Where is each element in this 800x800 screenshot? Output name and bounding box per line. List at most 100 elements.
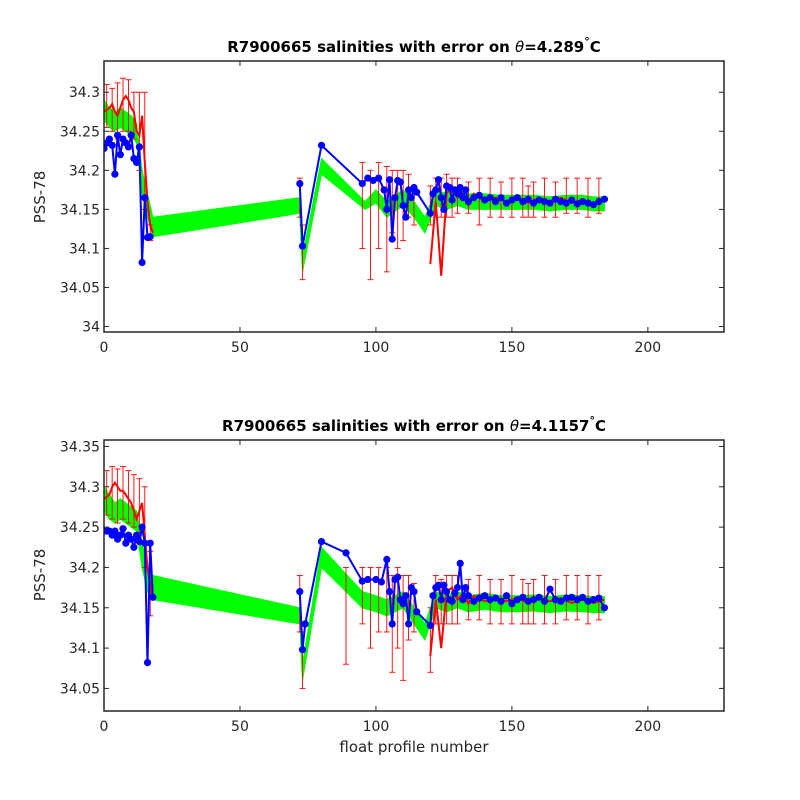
float-salinity-point-top (413, 188, 421, 196)
float-salinity-point-top (530, 199, 538, 207)
x-tick-label-top: 200 (634, 340, 661, 356)
float-salinity-point-bottom (475, 594, 483, 602)
float-salinity-point-bottom (426, 621, 434, 630)
float-salinity-point-bottom (138, 523, 146, 531)
float-salinity-point-bottom (383, 555, 391, 564)
y-axis-label-top: PSS-78 (31, 171, 49, 224)
float-salinity-point-top (462, 186, 470, 194)
float-salinity-point-top (584, 199, 592, 207)
y-tick-label-bottom: 34.3 (69, 480, 100, 496)
float-salinity-point-bottom (519, 593, 527, 601)
float-salinity-point-bottom (584, 597, 592, 605)
float-salinity-point-bottom (385, 588, 394, 596)
x-tick-label-top: 100 (363, 340, 390, 356)
float-salinity-point-top (104, 144, 108, 153)
float-salinity-point-bottom (402, 592, 410, 600)
y-tick-label-top: 34.15 (60, 202, 100, 218)
float-salinity-point-top (358, 180, 366, 188)
float-salinity-point-bottom (388, 620, 396, 628)
float-salinity-point-bottom (149, 593, 157, 601)
float-salinity-point-bottom (399, 600, 407, 608)
subplot-top: R7900665 salinities with error on θ=4.28… (31, 35, 725, 356)
float-salinity-point-bottom (453, 584, 462, 592)
float-salinity-point-bottom (342, 549, 350, 557)
x-tick-label-bottom: 0 (100, 719, 109, 735)
float-salinity-point-bottom (451, 589, 459, 597)
float-salinity-point-bottom (562, 594, 570, 602)
float-salinity-point-bottom (130, 543, 138, 551)
float-salinity-point-top (486, 194, 494, 202)
float-salinity-point-bottom (459, 596, 467, 604)
float-salinity-point-top (453, 190, 462, 198)
float-salinity-point-top (138, 258, 146, 267)
float-salinity-point-bottom (301, 620, 309, 628)
float-salinity-point-top (513, 194, 521, 202)
float-salinity-point-bottom (146, 539, 154, 547)
float-salinity-point-bottom (589, 596, 598, 604)
x-tick-label-top: 50 (231, 340, 249, 356)
float-salinity-point-bottom (135, 538, 143, 546)
plot-area-top: 0 50 100 150 200 34 34.05 34.1 34.15 34.2 34.25 34.… (60, 61, 724, 356)
y-axis-label-bottom: PSS-78 (31, 549, 49, 602)
float-salinity-point-top (426, 209, 434, 217)
x-axis-label-bottom: float profile number (339, 738, 489, 756)
float-salinity-point-bottom (481, 592, 489, 600)
float-salinity-point-bottom (600, 604, 609, 612)
float-salinity-point-top (573, 200, 581, 208)
float-salinity-point-top (317, 141, 326, 149)
float-salinity-point-top (124, 143, 133, 151)
float-salinity-point-top (111, 170, 119, 178)
float-salinity-point-bottom (551, 596, 560, 604)
float-salinity-point-bottom (410, 588, 418, 596)
chart-title-top: R7900665 salinities with error on θ=4.28… (227, 35, 601, 56)
float-salinity-point-top (296, 180, 304, 188)
float-salinity-point-top (562, 199, 570, 207)
y-tick-label-bottom: 34.25 (60, 520, 100, 536)
y-tick-label-top: 34.25 (60, 124, 100, 140)
float-salinity-point-top (375, 174, 383, 182)
float-salinity-point-top (116, 151, 124, 159)
float-salinity-point-bottom (440, 581, 448, 589)
float-salinity-point-top (105, 135, 113, 143)
float-salinity-point-top (127, 131, 135, 139)
float-salinity-point-top (141, 194, 149, 202)
float-salinity-point-top (369, 176, 377, 185)
float-salinity-point-top (470, 194, 478, 202)
y-tick-label-bottom: 34.2 (69, 560, 100, 576)
y-tick-label-top: 34.3 (69, 85, 100, 101)
float-salinity-point-bottom (377, 578, 385, 586)
float-salinity-point-top (475, 191, 483, 199)
x-tick-label-bottom: 100 (363, 719, 390, 735)
float-salinity-point-bottom (141, 539, 149, 547)
float-salinity-point-bottom (492, 594, 500, 602)
float-salinity-point-top (385, 176, 394, 184)
x-tick-label-bottom: 200 (634, 719, 661, 735)
float-salinity-point-bottom (540, 597, 549, 605)
float-salinity-point-bottom (530, 596, 538, 604)
float-salinity-point-top (589, 201, 598, 209)
float-salinity-point-top (502, 199, 511, 207)
subplot-bottom: R7900665 salinities with error on θ=4.11… (31, 414, 725, 756)
float-salinity-point-bottom (443, 588, 451, 596)
float-salinity-point-top (497, 194, 505, 202)
float-salinity-point-top (391, 194, 399, 202)
float-salinity-point-top (535, 196, 543, 204)
float-salinity-point-bottom (462, 584, 470, 592)
float-salinity-point-top (434, 176, 443, 184)
float-salinity-point-bottom (513, 596, 521, 604)
x-tick-label-bottom: 150 (499, 719, 526, 735)
data-layer-top (104, 77, 609, 281)
float-salinity-point-bottom (470, 597, 478, 605)
float-salinity-point-bottom (364, 575, 372, 584)
float-salinity-point-top (405, 186, 413, 194)
float-salinity-point-top (551, 195, 560, 203)
float-salinity-point-bottom (595, 594, 603, 602)
float-salinity-point-top (407, 194, 415, 202)
chart-title-bottom: R7900665 salinities with error on θ=4.11… (222, 414, 606, 435)
float-salinity-point-top (519, 198, 527, 206)
float-salinity-point-top (568, 196, 576, 204)
float-salinity-point-top (388, 235, 396, 243)
float-salinity-point-top (133, 158, 141, 167)
float-salinity-point-bottom (464, 592, 472, 600)
float-salinity-point-top (445, 183, 453, 192)
